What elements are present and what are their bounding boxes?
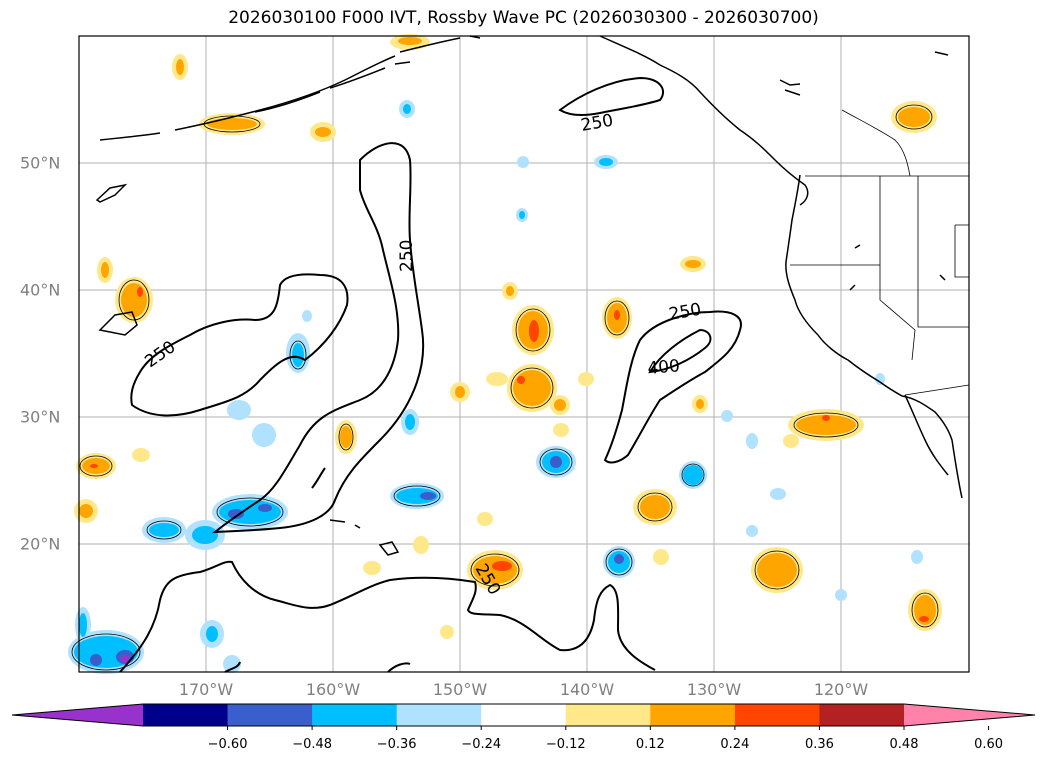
coastlines xyxy=(95,35,963,556)
colorbar-cell xyxy=(734,704,820,726)
longitude-label: 140°W xyxy=(559,680,615,699)
map-frame xyxy=(78,35,970,673)
map-background xyxy=(79,36,969,672)
colorbar-cell xyxy=(565,704,651,726)
latitude-label: 50°N xyxy=(20,153,61,173)
figure-title: 2026030100 F000 IVT, Rossby Wave PC (202… xyxy=(228,8,819,28)
colorbar-outline xyxy=(11,703,1036,727)
colorbar-cell xyxy=(312,704,398,726)
colorbar-tick-label: 0.12 xyxy=(635,737,665,752)
colorbar-tick-label: −0.24 xyxy=(461,737,502,752)
longitude-label: 160°W xyxy=(305,680,361,699)
colorbar-tick-label: −0.48 xyxy=(292,737,333,752)
longitude-label: 150°W xyxy=(432,680,488,699)
contour-label-group: 250 250 250 250 400 250 xyxy=(141,111,702,599)
colorbar-tick-label: 0.36 xyxy=(804,737,834,752)
colorbar-tick-label: −0.12 xyxy=(545,737,586,752)
contour-label: 400 xyxy=(647,356,681,379)
colorbar-tick-label: 0.24 xyxy=(720,737,750,752)
latitude-label: 40°N xyxy=(20,280,61,300)
ivt-contours xyxy=(119,76,742,673)
negative-anomaly-shading xyxy=(68,100,923,674)
colorbar-cell xyxy=(396,704,482,726)
longitude-label: 120°W xyxy=(813,680,869,699)
longitude-label: 130°W xyxy=(686,680,742,699)
latitude-label: 20°N xyxy=(20,534,61,554)
colorbar-cell xyxy=(819,704,905,726)
positive-anomaly-shading xyxy=(74,34,942,639)
graticule xyxy=(79,36,969,672)
colorbar-cell xyxy=(650,704,736,726)
political-borders xyxy=(790,109,970,396)
colorbar-tick-label: −0.36 xyxy=(376,737,417,752)
colorbar-tick-label: −0.60 xyxy=(207,737,248,752)
latitude-label: 30°N xyxy=(20,407,61,427)
colorbar-cell xyxy=(481,704,567,726)
colorbar-tick-label: 0.60 xyxy=(974,737,1004,752)
colorbar-extend-right xyxy=(904,704,1035,726)
contour-label: 250 xyxy=(397,240,417,272)
anomaly-outline-contours xyxy=(71,104,939,671)
colorbar xyxy=(11,703,1036,730)
colorbar-cell xyxy=(227,704,313,726)
colorbar-cell xyxy=(143,704,229,726)
colorbar-extend-left xyxy=(12,704,143,726)
longitude-label: 170°W xyxy=(178,680,234,699)
colorbar-tick-label: 0.48 xyxy=(889,737,919,752)
